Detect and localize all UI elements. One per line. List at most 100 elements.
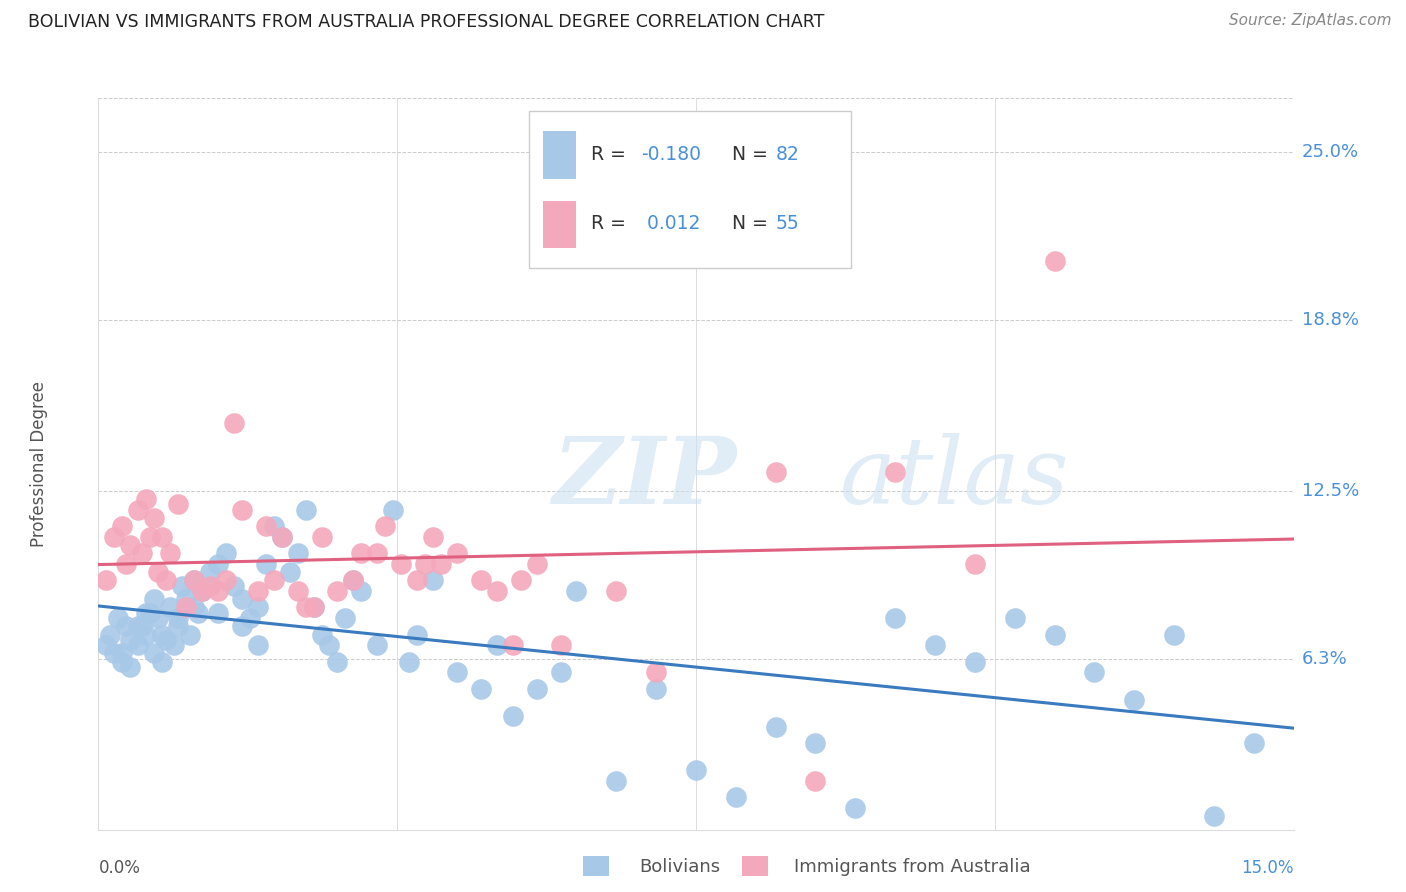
Point bbox=[215, 546, 238, 560]
Point bbox=[502, 638, 524, 652]
Point bbox=[231, 592, 253, 607]
Point bbox=[96, 638, 118, 652]
Point bbox=[198, 565, 221, 579]
Text: 25.0%: 25.0% bbox=[1302, 144, 1360, 161]
Point bbox=[844, 801, 866, 815]
Point bbox=[187, 606, 209, 620]
Point bbox=[167, 611, 190, 625]
Point bbox=[605, 773, 627, 788]
Point bbox=[294, 503, 316, 517]
Point bbox=[163, 638, 186, 652]
Point bbox=[1123, 692, 1146, 706]
Point bbox=[398, 655, 420, 669]
Point bbox=[127, 619, 149, 633]
Point bbox=[115, 619, 138, 633]
Point bbox=[96, 574, 118, 588]
Point bbox=[765, 720, 787, 734]
Point bbox=[263, 519, 285, 533]
FancyBboxPatch shape bbox=[529, 112, 851, 268]
Point bbox=[143, 647, 166, 661]
Point bbox=[526, 681, 548, 696]
Point bbox=[131, 619, 153, 633]
Point bbox=[422, 530, 444, 544]
Point bbox=[1202, 809, 1225, 823]
Point bbox=[207, 557, 229, 571]
Point bbox=[311, 627, 333, 641]
Point bbox=[526, 557, 548, 571]
Point bbox=[127, 503, 149, 517]
Point bbox=[470, 574, 492, 588]
Point bbox=[103, 530, 125, 544]
Point bbox=[246, 638, 269, 652]
Point bbox=[342, 574, 364, 588]
Point bbox=[207, 606, 229, 620]
Point bbox=[311, 530, 333, 544]
Point bbox=[485, 638, 508, 652]
Point bbox=[1163, 627, 1185, 641]
Point bbox=[1004, 611, 1026, 625]
Point bbox=[191, 584, 214, 599]
Point bbox=[350, 584, 373, 599]
Point bbox=[389, 557, 412, 571]
Point bbox=[270, 530, 292, 544]
Point bbox=[254, 519, 277, 533]
Point bbox=[287, 584, 309, 599]
Point bbox=[1243, 736, 1265, 750]
Text: ZIP: ZIP bbox=[553, 434, 737, 524]
Text: R =: R = bbox=[591, 145, 631, 164]
Point bbox=[278, 565, 301, 579]
Text: -0.180: -0.180 bbox=[641, 145, 702, 164]
Point bbox=[135, 606, 157, 620]
Text: Professional Degree: Professional Degree bbox=[30, 381, 48, 547]
Text: N =: N = bbox=[720, 214, 773, 234]
Text: Source: ZipAtlas.com: Source: ZipAtlas.com bbox=[1229, 13, 1392, 29]
Point bbox=[550, 665, 572, 680]
Text: N =: N = bbox=[720, 145, 773, 164]
Point bbox=[302, 600, 325, 615]
Point bbox=[215, 574, 238, 588]
Point bbox=[120, 538, 142, 552]
Point bbox=[143, 592, 166, 607]
FancyBboxPatch shape bbox=[543, 131, 576, 178]
Point bbox=[565, 584, 588, 599]
Point bbox=[645, 681, 668, 696]
Point bbox=[98, 627, 122, 641]
Point bbox=[246, 600, 269, 615]
Text: 82: 82 bbox=[776, 145, 800, 164]
Point bbox=[127, 638, 149, 652]
FancyBboxPatch shape bbox=[543, 201, 576, 248]
Point bbox=[804, 736, 827, 750]
Point bbox=[406, 627, 429, 641]
Text: BOLIVIAN VS IMMIGRANTS FROM AUSTRALIA PROFESSIONAL DEGREE CORRELATION CHART: BOLIVIAN VS IMMIGRANTS FROM AUSTRALIA PR… bbox=[28, 13, 824, 31]
Text: 0.012: 0.012 bbox=[641, 214, 700, 234]
Point bbox=[231, 619, 253, 633]
Point bbox=[963, 557, 986, 571]
Point bbox=[139, 606, 162, 620]
Point bbox=[222, 579, 245, 593]
Point bbox=[1043, 253, 1066, 268]
Point bbox=[155, 632, 177, 647]
Point bbox=[135, 627, 157, 641]
Point bbox=[422, 574, 444, 588]
Point bbox=[150, 655, 173, 669]
Text: 18.8%: 18.8% bbox=[1302, 311, 1358, 329]
Point bbox=[135, 491, 157, 506]
Point bbox=[174, 600, 197, 615]
Point bbox=[502, 708, 524, 723]
Point bbox=[326, 655, 349, 669]
Point bbox=[270, 530, 292, 544]
Point bbox=[148, 565, 170, 579]
Point bbox=[111, 647, 134, 661]
Point bbox=[159, 546, 181, 560]
Text: R =: R = bbox=[591, 214, 631, 234]
Text: 55: 55 bbox=[776, 214, 800, 234]
Point bbox=[685, 763, 707, 777]
Point bbox=[183, 574, 205, 588]
Point bbox=[198, 579, 221, 593]
Point bbox=[246, 584, 269, 599]
Point bbox=[550, 638, 572, 652]
Text: 15.0%: 15.0% bbox=[1241, 859, 1294, 877]
Point bbox=[120, 660, 142, 674]
Point bbox=[191, 584, 214, 599]
Point bbox=[374, 519, 396, 533]
